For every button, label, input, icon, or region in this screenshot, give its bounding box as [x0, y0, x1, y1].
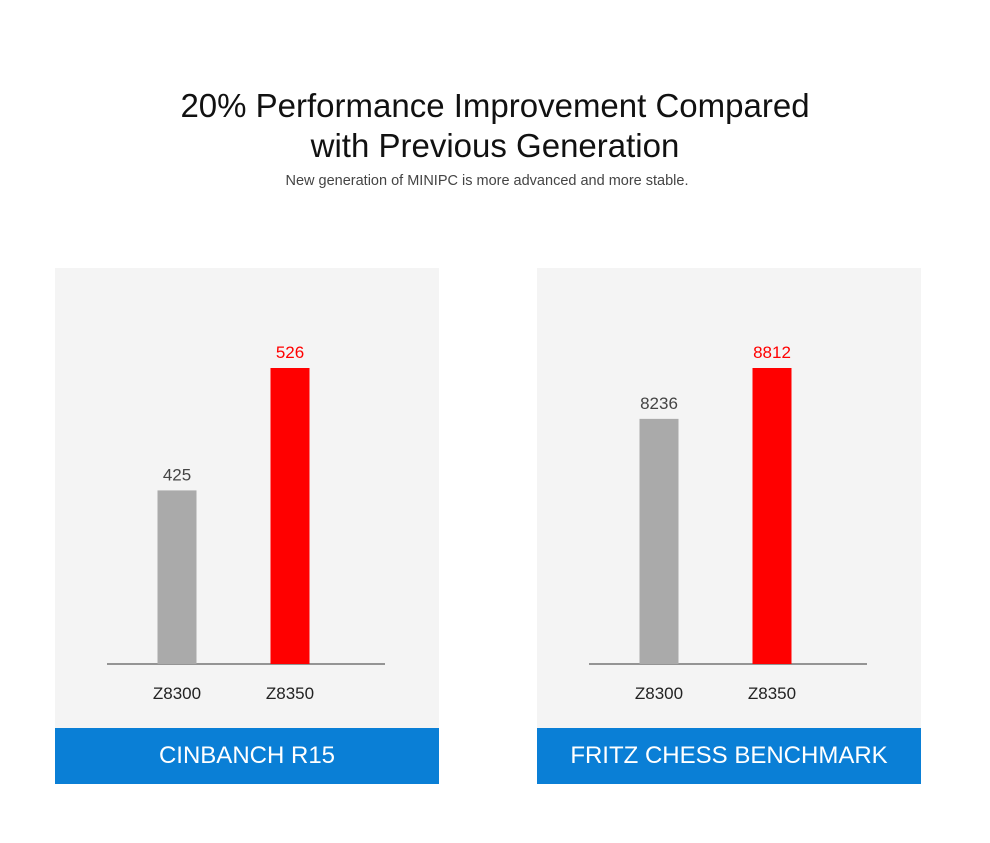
x-tick-label: Z8350 — [748, 684, 796, 703]
page-title: 20% Performance Improvement Compared wit… — [0, 86, 990, 166]
page-title-line-1: 20% Performance Improvement Compared — [180, 87, 810, 124]
bar-value-label: 526 — [276, 343, 304, 362]
bar-fritz-z8300 — [639, 418, 679, 664]
chart-panel-cinebench: 425 Z8300 526 Z8350 CINBANCH R15 — [55, 268, 439, 784]
chart-title-cinebench: CINBANCH R15 — [55, 728, 439, 784]
x-tick-label: Z8350 — [266, 684, 314, 703]
bar-value-label: 8236 — [640, 394, 678, 413]
page-title-line-2: with Previous Generation — [310, 127, 680, 164]
chart-title-fritz: FRITZ CHESS BENCHMARK — [537, 728, 921, 784]
bar-cinebench-z8350 — [270, 368, 310, 664]
bar-chart-cinebench: 425 Z8300 526 Z8350 — [107, 343, 385, 703]
bar-value-label: 425 — [163, 465, 191, 484]
chart-panel-fritz: 8236 Z8300 8812 Z8350 FRITZ CHESS BENCHMARK — [537, 268, 921, 784]
bar-cinebench-z8300 — [157, 490, 197, 664]
x-tick-label: Z8300 — [153, 684, 201, 703]
bar-chart-fritz: 8236 Z8300 8812 Z8350 — [589, 343, 867, 703]
bar-value-label: 8812 — [753, 343, 791, 362]
x-tick-label: Z8300 — [635, 684, 683, 703]
bar-fritz-z8350 — [752, 368, 792, 664]
page-subtitle: New generation of MINIPC is more advance… — [285, 173, 689, 189]
